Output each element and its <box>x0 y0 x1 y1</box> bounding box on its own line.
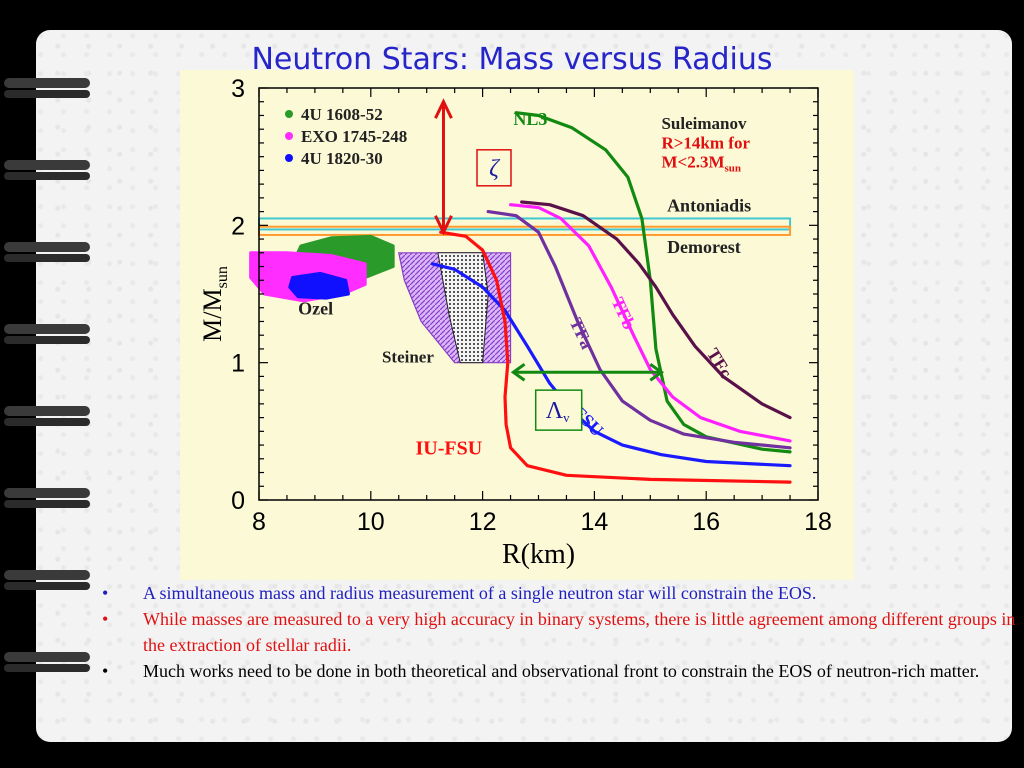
y-axis-label: M/Msun <box>198 266 231 342</box>
bullet-text: While masses are measured to a very high… <box>143 609 1016 655</box>
bullet-mark: • <box>102 583 109 603</box>
bullet-list: • A simultaneous mass and radius measurem… <box>100 580 1020 684</box>
x-tick-label: 10 <box>357 508 385 536</box>
legend-marker <box>285 132 293 140</box>
legend-entry: EXO 1745-248 <box>301 127 407 146</box>
demorest-band <box>258 225 792 236</box>
x-tick-label: 16 <box>692 508 720 536</box>
x-tick-label: 8 <box>252 508 266 536</box>
curve-label-tfa: TFa <box>566 315 598 352</box>
figure-background <box>180 70 854 580</box>
binding-ring <box>4 570 94 592</box>
lambda-box <box>534 389 583 431</box>
y-tick-label: 1 <box>231 350 245 378</box>
binding-ring <box>4 160 94 182</box>
steiner-label: Steiner <box>382 348 434 367</box>
zeta-symbol: ζ <box>489 156 501 182</box>
bullet-text: A simultaneous mass and radius measureme… <box>143 583 817 603</box>
suleimanov-label: R>14km for <box>661 133 750 152</box>
bullet-item: • A simultaneous mass and radius measurem… <box>100 580 1020 606</box>
ozel-4u1820-region <box>288 271 350 300</box>
suleimanov-label: Suleimanov <box>661 114 747 133</box>
x-axis-label: R(km) <box>502 539 575 570</box>
zeta-arrowhead-top <box>434 98 453 119</box>
binding-ring <box>4 78 94 100</box>
x-tick-label: 14 <box>580 508 608 536</box>
curve-tfb <box>509 203 792 443</box>
lambda-arrowhead-right <box>649 363 665 382</box>
binding-ring <box>4 406 94 428</box>
curve-label-iu-fsu: IU-FSU <box>416 438 483 460</box>
antoniadis-label: Antoniadis <box>667 196 751 216</box>
binding-ring <box>4 488 94 510</box>
binding-ring <box>4 242 94 264</box>
curve-tfc <box>520 200 792 420</box>
binding-ring <box>4 652 94 674</box>
legend-entry: 4U 1608-52 <box>301 105 383 124</box>
y-tick-label: 0 <box>231 487 245 515</box>
curve-tfa <box>486 210 792 450</box>
bullet-item: • Much works need to be done in both theo… <box>100 658 1020 684</box>
x-tick-label: 12 <box>469 508 497 536</box>
ozel-label: Ozel <box>298 299 333 319</box>
lambda-arrowhead-left <box>510 363 526 382</box>
zeta-arrowhead-bottom <box>434 215 453 236</box>
curve-label-tfc: TFc <box>703 345 736 382</box>
curve-label-tfb: TFb <box>608 294 640 332</box>
legend-marker <box>285 110 293 118</box>
y-tick-label: 2 <box>231 212 245 240</box>
zeta-box <box>476 149 512 187</box>
legend-entry: 4U 1820-30 <box>301 149 383 168</box>
bullet-mark: • <box>102 609 109 629</box>
curve-iu-fsu <box>439 230 792 484</box>
bullet-item: • While masses are measured to a very hig… <box>100 606 1020 658</box>
binding-ring <box>4 324 94 346</box>
legend-marker <box>285 154 293 162</box>
lambda-symbol: Λv <box>546 398 570 425</box>
bullet-mark: • <box>102 661 109 681</box>
suleimanov-label: M<2.3Msun <box>661 153 741 175</box>
curve-label-nl3: NL3 <box>513 109 547 129</box>
y-tick-label: 3 <box>231 75 245 103</box>
x-tick-label: 18 <box>804 508 832 536</box>
bullet-text: Much works need to be done in both theor… <box>143 661 980 681</box>
demorest-label: Demorest <box>667 237 741 257</box>
